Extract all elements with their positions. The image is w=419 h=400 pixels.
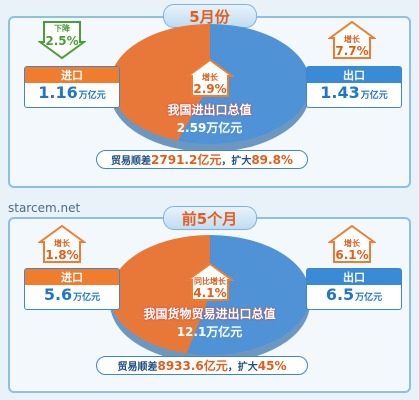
change-value-import-first-five-months: 1.8%: [45, 248, 79, 262]
center-label-first-five-months: 我国货物贸易进出口总值: [143, 307, 276, 321]
arrow-up-icon: [184, 262, 236, 301]
value-export: 6.5: [325, 285, 355, 304]
box-import-may: 进口 1.16 万亿元: [24, 66, 120, 108]
watermark: starcem.net: [8, 201, 81, 215]
surplus-value-may: 2791.2亿元: [151, 153, 222, 167]
export-change-first-five-months: 增长 6.1%: [326, 224, 378, 264]
box-export-first-five-months: 出口 6.5 万亿元: [306, 268, 402, 310]
total-change-first-five-months: 同比增长 4.1%: [184, 262, 236, 302]
change-value-import-may: 2.5%: [45, 34, 79, 48]
pie-slice-export-may: [177, 24, 310, 144]
surplus-value-first-five-months: 8933.6亿元: [157, 359, 228, 373]
pie-slice-import-may: [109, 24, 210, 141]
center-label-may: 我国进出口总值: [167, 103, 252, 117]
label-import: 进口: [25, 269, 119, 285]
surplus-prefix-first-five-months: 贸易顺差: [117, 362, 158, 373]
trade-surplus-first-five-months: 贸易顺差 8933.6亿元 ，扩大 45%: [96, 356, 308, 375]
unit-import: 万亿元: [73, 293, 101, 303]
total-change-may: 增长 2.9%: [184, 58, 236, 98]
surplus-change-may: 89.8%: [251, 152, 293, 167]
value-import: 5.6: [43, 285, 73, 304]
arrow-up-icon: [184, 58, 236, 97]
total-change-value-may: 2.9%: [193, 82, 227, 96]
change-value-export-first-five-months: 6.1%: [335, 248, 369, 262]
box-import-first-five-months: 进口 5.6 万亿元: [24, 268, 120, 310]
change-label-import-first-five-months: 增长: [54, 239, 70, 248]
change-label-export-first-five-months: 增长: [344, 239, 360, 248]
total-change-label-first-five-months: 同比增长: [194, 277, 226, 286]
chart-title-first-five-months: 前5个月: [162, 206, 257, 230]
change-value-export-may: 7.7%: [335, 44, 369, 58]
box-export-may: 出口 1.43 万亿元: [306, 66, 402, 108]
arrow-down-icon: [36, 21, 88, 60]
arrow-up-icon: [36, 224, 88, 263]
arrow-up-icon: [326, 20, 378, 59]
change-label-import-may: 下降: [54, 24, 70, 33]
unit-export: 万亿元: [355, 293, 383, 303]
pie-slice-import-first-five-months: [109, 235, 210, 354]
pie-chart-may: [109, 24, 310, 152]
label-export: 出口: [307, 269, 401, 285]
value-export: 1.43: [320, 83, 360, 102]
surplus-prefix-may: 贸易顺差: [111, 156, 152, 167]
trade-surplus-may: 贸易顺差 2791.2亿元 ，扩大 89.8%: [96, 150, 308, 169]
change-label-export-may: 增长: [344, 35, 360, 44]
surplus-change-first-five-months: 45%: [257, 358, 287, 373]
total-value-first-five-months: 12.1万亿元: [176, 325, 243, 339]
import-change-may: 下降 2.5%: [36, 20, 88, 60]
total-value-may: 2.59万亿元: [176, 121, 243, 135]
export-change-may: 增长 7.7%: [326, 20, 378, 60]
unit-export: 万亿元: [360, 91, 388, 101]
value-import: 1.16: [38, 83, 78, 102]
surplus-middle-may: ，扩大: [221, 156, 252, 167]
total-change-value-first-five-months: 4.1%: [193, 286, 227, 300]
label-import: 进口: [25, 67, 119, 83]
unit-import: 万亿元: [78, 91, 106, 101]
label-export: 出口: [307, 67, 401, 83]
pie-slice-export-first-five-months: [186, 235, 310, 355]
surplus-middle-first-five-months: ，扩大: [227, 362, 258, 373]
pie-chart-first-five-months: [109, 235, 310, 363]
import-change-first-five-months: 增长 1.8%: [36, 224, 88, 264]
total-change-label-may: 增长: [202, 73, 218, 82]
arrow-up-icon: [326, 224, 378, 263]
